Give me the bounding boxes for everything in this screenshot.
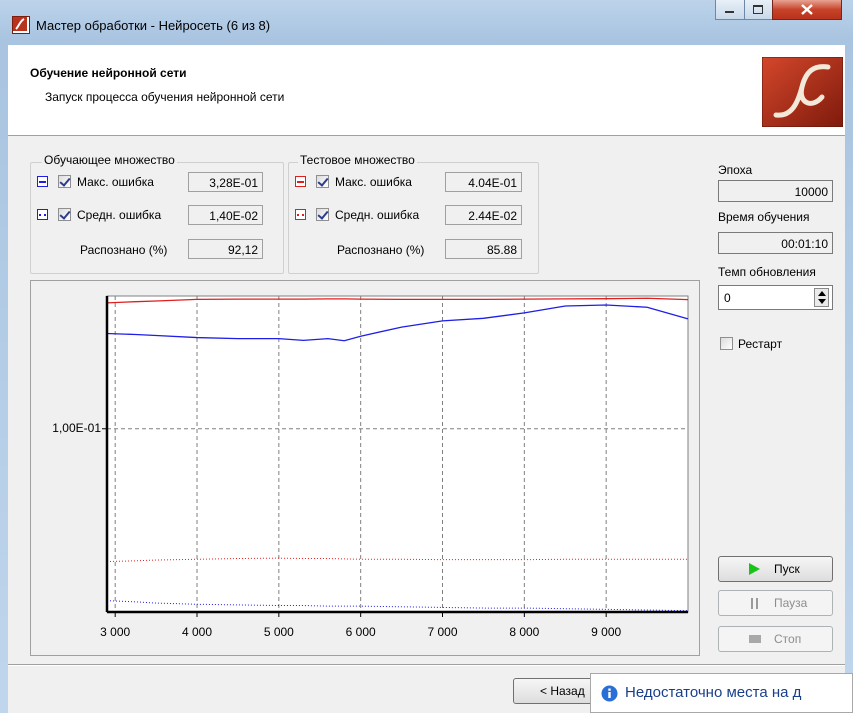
back-button[interactable]: < Назад [513, 678, 598, 704]
plot-area [106, 295, 689, 613]
chart: 3 000 4 000 5 000 6 000 7 000 8 000 9 000 1,00E… [52, 295, 689, 639]
checkbox[interactable] [316, 208, 329, 221]
logo [762, 57, 843, 127]
x-tick-label: 9 000 [591, 625, 621, 639]
info-dot [608, 688, 611, 691]
x-tick-label: 8 000 [509, 625, 539, 639]
spin-down [818, 299, 826, 304]
row-label: Распознано (%) [80, 243, 168, 257]
pause-icon [751, 598, 753, 609]
close-x [801, 4, 813, 15]
notification-text: Недостаточно места на д [625, 684, 802, 701]
row-label: Макс. ошибка [335, 175, 412, 189]
app-icon [12, 16, 30, 34]
play-icon [749, 563, 760, 575]
spin-buttons[interactable] [814, 288, 829, 307]
train-group-title: Обучающее множество [42, 153, 177, 167]
series-icon-line [39, 214, 46, 216]
epoch-value: 10000 [718, 180, 833, 202]
x-tick-label: 7 000 [427, 625, 457, 639]
button-label: Пауза [774, 596, 808, 610]
value-box: 1,40E-02 [188, 205, 263, 225]
window-title: Мастер обработки - Нейросеть (6 из 8) [36, 18, 271, 33]
y-tick-label: 1,00E-01 [52, 421, 101, 435]
close-glyph [801, 4, 813, 15]
row-label: Распознано (%) [337, 243, 425, 257]
restart-checkbox[interactable] [720, 337, 733, 350]
value-box: 3,28E-01 [188, 172, 263, 192]
series-line [106, 557, 688, 563]
stop-icon [749, 635, 761, 643]
value-box: 4.04E-01 [445, 172, 522, 192]
rate-value: 0 [724, 291, 731, 305]
time-value: 00:01:10 [718, 232, 833, 254]
series-line [106, 297, 689, 304]
series-icon [37, 209, 48, 220]
button-label: Пуск [774, 562, 800, 576]
maximize-button[interactable] [744, 0, 773, 20]
app-icon-stroke [15, 18, 25, 30]
value-box: 2.44E-02 [445, 205, 522, 225]
minimize-button[interactable] [715, 0, 745, 20]
pause-button[interactable]: Пауза [718, 590, 833, 616]
footer-separator [8, 664, 845, 666]
row-label: Средн. ошибка [335, 208, 420, 222]
info-stem [608, 692, 611, 698]
value-box: 85.88 [445, 239, 522, 259]
series-icon-line [297, 181, 304, 183]
rate-label: Темп обновления [718, 265, 816, 279]
series-line [106, 304, 689, 342]
checkbox[interactable] [316, 175, 329, 188]
header-band [8, 45, 845, 136]
time-label: Время обучения [718, 210, 810, 224]
stop-button[interactable]: Стоп [718, 626, 833, 652]
test-group-title: Тестовое множество [298, 153, 417, 167]
series-icon-line [39, 181, 46, 183]
restart-label: Рестарт [738, 337, 783, 351]
rate-spinner[interactable]: 0 [718, 285, 833, 310]
x-tick-label: 4 000 [182, 625, 212, 639]
app-icon-glyph [13, 17, 27, 31]
series-icon [295, 209, 306, 220]
notification[interactable]: Недостаточно места на д [590, 673, 853, 713]
header-title: Обучение нейронной сети [30, 66, 187, 80]
info-icon [601, 685, 618, 702]
value-box: 92,12 [188, 239, 263, 259]
row-label: Средн. ошибка [77, 208, 162, 222]
series-icon [295, 176, 306, 187]
start-button[interactable]: Пуск [718, 556, 833, 582]
checkbox[interactable] [58, 175, 71, 188]
series-icon-line [297, 214, 304, 216]
row-label: Макс. ошибка [77, 175, 154, 189]
header-subtitle: Запуск процесса обучения нейронной сети [45, 90, 285, 104]
epoch-label: Эпоха [718, 163, 753, 177]
series-line [106, 600, 689, 612]
x-tick-label: 6 000 [346, 625, 376, 639]
logo-mark [773, 64, 831, 118]
checkbox[interactable] [58, 208, 71, 221]
series-icon [37, 176, 48, 187]
x-tick-label: 5 000 [264, 625, 294, 639]
spin-up [818, 291, 826, 296]
button-label: Стоп [774, 632, 802, 646]
minimize-glyph [725, 11, 734, 13]
close-button[interactable] [772, 0, 842, 20]
x-tick-label: 3 000 [100, 625, 130, 639]
button-label: < Назад [540, 684, 585, 698]
maximize-glyph [753, 5, 763, 14]
